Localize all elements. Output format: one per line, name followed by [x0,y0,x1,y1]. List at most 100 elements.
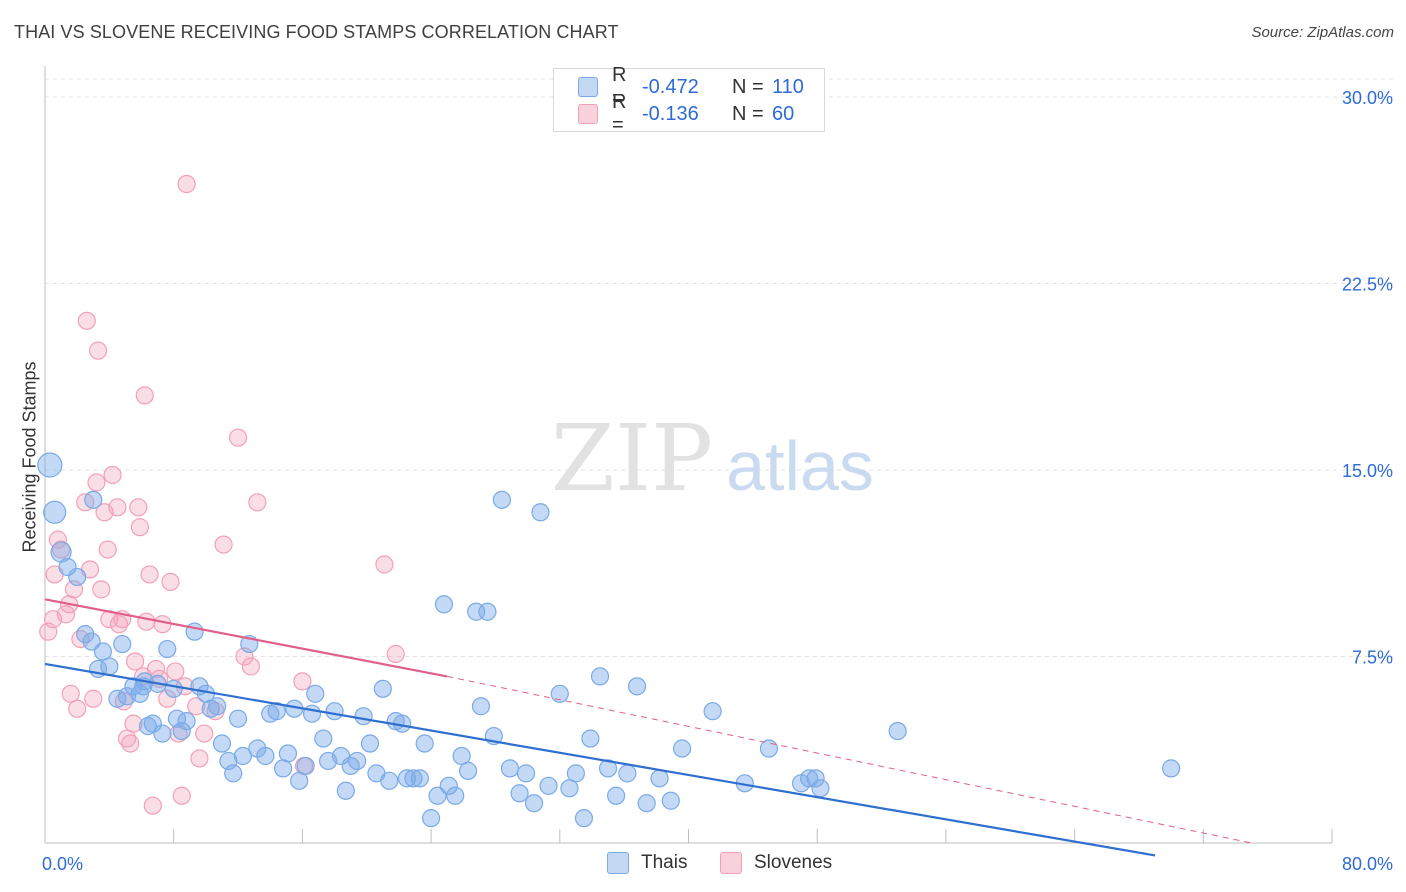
thais-point [58,557,77,577]
thais-point [500,759,520,778]
thais-point [410,769,429,788]
slovenes-trend-extension [447,675,1252,844]
slovenes-point [177,174,196,194]
legend-r-label: R = [612,91,627,136]
legend-n-value: 110 [772,75,804,98]
thais-point [360,734,380,753]
slovenes-point [88,341,108,360]
thais-point [233,746,252,766]
thais-point [574,809,594,828]
thais-point [539,776,558,795]
thais-point [459,761,478,780]
slovenes-point [172,786,191,805]
slovenes-point [375,555,394,574]
thais-point [113,634,132,654]
slovenes-point [129,498,148,517]
slovenes-point [125,652,145,671]
thais-point [759,739,779,758]
y-tick-label: 22.5% [1342,275,1393,295]
x-tick-label-min: 0.0% [42,854,83,874]
slovenes-point [84,689,103,708]
legend-row-slovenes: R = -0.136 N = 60 [578,91,794,136]
thais-point [471,697,491,716]
legend-n-label: N = [732,75,764,98]
thais-point [510,784,529,803]
thais-point [806,769,825,788]
slovenes-point [71,629,90,649]
slovenes-point [153,615,172,634]
thais-point [84,490,103,509]
thais-point [224,764,243,783]
correlation-legend: R = -0.472 N = 110 R = -0.136 N = 60 [553,64,825,136]
thais-point [404,769,423,788]
thais-point [672,739,692,758]
thais-point [524,794,544,813]
watermark: ZIP atlas [551,405,874,512]
thais-point [208,697,227,716]
thais-point [478,602,497,621]
slovenes-point [140,565,159,584]
slovenes-point [248,493,267,512]
source-label: Source: ZipAtlas.com [1251,24,1394,41]
thais-point [590,667,610,686]
slovenes-point [158,689,177,708]
x-tick-label-max: 80.0% [1342,854,1393,874]
thais-point [314,729,333,748]
slovenes-point [124,714,143,733]
thais-point [143,714,162,733]
slovenes-point [293,672,312,691]
watermark-atlas: atlas [726,427,874,505]
slovenes-point [195,724,214,743]
thais-point [650,769,669,788]
thais-point [1162,759,1181,778]
y-axis-label: Receiving Food Stamps [19,361,40,553]
thais-point [373,679,392,698]
thais-point [516,764,536,783]
thais-point [267,702,286,721]
thais-point [550,684,569,703]
legend-n-label: N = [732,102,764,125]
slovenes-point [48,530,67,549]
thais-point [228,709,248,728]
thais-point [422,809,441,828]
thais-point [397,769,417,788]
thais-point [43,500,67,524]
tick-labels: 7.5% 15.0% 22.5% 30.0% 0.0% 80.0% [42,88,1393,874]
thais-point [446,786,465,805]
thais-point [492,490,511,509]
slovenes-trend-line [44,598,448,678]
legend-swatch-slovenes [578,104,598,124]
thais-point [354,707,373,726]
thais-point [566,764,585,783]
thais-point [302,704,322,723]
chart-title: THAI VS SLOVENE RECEIVING FOOD STAMPS CO… [14,22,619,42]
thais-point [212,734,232,753]
slovenes-point [137,612,156,631]
legend-r-label: R = [612,64,627,109]
thais-point [627,677,647,696]
slovenes-point [241,657,261,676]
thais-trend-line [44,662,1156,857]
thais-point [37,452,63,478]
bottom-legend-slovenes: Slovenes [720,852,832,874]
bottom-legend-thais: Thais [607,852,687,874]
thais-point [164,679,183,698]
y-tick-label: 30.0% [1342,88,1393,108]
slovenes-point [108,498,127,517]
slovenes-point [103,465,122,485]
slovenes-point [135,386,154,405]
thais-point [296,756,315,776]
thais-point [185,622,204,641]
legend-swatch-thais [578,77,598,97]
thais-point [336,781,355,800]
thais-point [177,712,196,731]
bottom-legend-label-thais: Thais [641,852,688,873]
slovenes-point [143,796,162,815]
slovenes-point [77,311,96,330]
y-tick-label: 15.0% [1342,461,1393,481]
thais-point [888,721,907,741]
thais-point [637,794,656,813]
slovenes-point [87,473,106,492]
thais-point [256,746,275,766]
thais-point [703,702,722,721]
